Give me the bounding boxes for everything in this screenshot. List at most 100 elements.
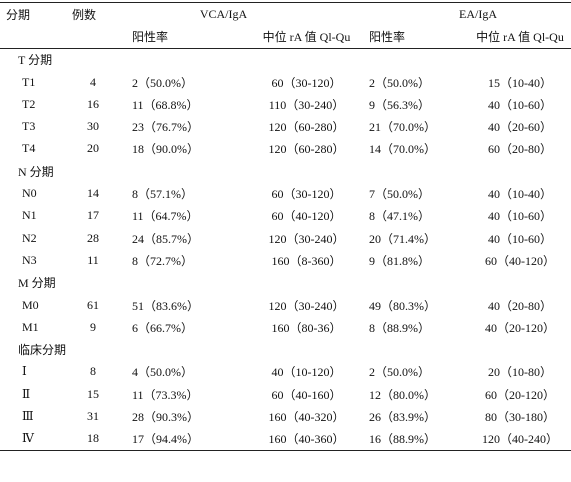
cell: T4: [22, 141, 36, 156]
cell: 28: [87, 230, 99, 245]
cell: 14（70.0%）: [369, 142, 436, 157]
header-cell: [0, 25, 64, 49]
cell: 9: [90, 319, 96, 334]
cell: 80（30-180）: [485, 409, 555, 424]
cell: 20: [87, 141, 99, 156]
data-row: N2 28 24（85.7%） 120（30-240） 20（71.4%） 40（10-6…: [0, 227, 571, 249]
cell: 120（30-240）: [268, 298, 345, 313]
cell: 60（20-120）: [485, 387, 555, 402]
cell: N0: [22, 186, 37, 201]
cell: 11（64.7%）: [132, 209, 199, 224]
cell: 15（10-40）: [488, 75, 552, 90]
cell: Ⅰ: [22, 364, 27, 379]
cell: 60（30-120）: [271, 187, 342, 202]
cell: 8（88.9%）: [369, 320, 430, 335]
data-row: T4 20 18（90.0%） 120（60-280） 14（70.0%） 60（20-8…: [0, 138, 571, 160]
cell: 28（90.3%）: [132, 409, 199, 424]
cell: 40（10-60）: [488, 209, 552, 224]
cell: 17: [87, 208, 99, 223]
cell: N2: [22, 230, 37, 245]
cell: 60（40-120）: [271, 209, 342, 224]
cell: 4（50.0%）: [132, 365, 193, 380]
cell: 60（30-120）: [271, 75, 342, 90]
cell: 51（83.6%）: [132, 298, 199, 313]
cell: 7（50.0%）: [369, 187, 430, 202]
cell: 23（76.7%）: [132, 120, 199, 135]
group-row: 临床分期: [0, 338, 571, 360]
header-row: 分期 例数 VCA/IgA EA/IgA: [0, 2, 571, 26]
group-label: N 分期: [18, 164, 54, 179]
header-cell: 分期: [0, 2, 64, 26]
cell: 20（10-80）: [488, 365, 552, 380]
cell: 61: [87, 297, 99, 312]
cell: 60（40-120）: [485, 253, 555, 268]
cell: Ⅳ: [0, 427, 64, 451]
cell: 17（94.4%）: [122, 427, 220, 451]
cell: 40（10-60）: [488, 97, 552, 112]
cell: T3: [22, 119, 36, 134]
cell: 9（81.8%）: [369, 253, 430, 268]
data-row: M0 61 51（83.6%） 120（30-240） 49（80.3%） 40（20-8…: [0, 294, 571, 316]
cell: 31: [87, 408, 99, 423]
cell: 8: [90, 364, 96, 379]
data-row: N1 17 11（64.7%） 60（40-120） 8（47.1%） 40（10-60）: [0, 205, 571, 227]
group-row: M 分期: [0, 272, 571, 294]
cell: 8（57.1%）: [132, 187, 193, 202]
data-row: T2 16 11（68.8%） 110（30-240） 9（56.3%） 40（10-60…: [0, 93, 571, 115]
cell: M0: [22, 297, 39, 312]
cell: Ⅱ: [22, 386, 31, 401]
header-cell: VCA/IgA: [122, 2, 365, 26]
cell: 40（20-80）: [488, 298, 552, 313]
cell: 110（30-240）: [268, 97, 345, 112]
cell: 11: [87, 252, 99, 267]
cell: M1: [22, 319, 39, 334]
cell: 2（50.0%）: [132, 75, 193, 90]
group-row: T 分期: [0, 48, 571, 71]
cell: 40（10-40）: [488, 187, 552, 202]
cell: 60（20-80）: [488, 142, 552, 157]
header-cell: [64, 25, 122, 49]
cell: 120（60-280）: [268, 142, 345, 157]
data-row: T3 30 23（76.7%） 120（60-280） 21（70.0%） 40（20-6…: [0, 115, 571, 137]
cell: 40（20-120）: [485, 320, 555, 335]
cell: 15: [87, 386, 99, 401]
cell: 120（60-280）: [268, 120, 345, 135]
data-row: N0 14 8（57.1%） 60（30-120） 7（50.0%） 40（10-40）: [0, 182, 571, 204]
cell: 60（40-160）: [271, 387, 342, 402]
header-cell: EA/IgA: [365, 2, 571, 26]
cell: N1: [22, 208, 37, 223]
group-label: 临床分期: [18, 343, 67, 358]
cell: 160（80-36）: [271, 320, 342, 335]
header-cell: 中位 rA 值 Ql-Qu: [455, 25, 571, 49]
cell: 160（40-320）: [268, 409, 345, 424]
data-row: M1 9 6（66.7%） 160（80-36） 8（88.9%） 40（20-120）: [0, 316, 571, 338]
cell: 16: [87, 96, 99, 111]
header-cell: 阳性率: [122, 25, 220, 49]
cell: 2（50.0%）: [369, 365, 430, 380]
data-table: 分期 例数 VCA/IgA EA/IgA 阳性率 中位 rA 值 Ql-Qu 阳…: [0, 2, 571, 451]
subheader-row: 阳性率 中位 rA 值 Ql-Qu 阳性率 中位 rA 值 Ql-Qu: [0, 25, 571, 49]
cell: 9（56.3%）: [369, 97, 430, 112]
cell: 160（8-360）: [271, 253, 342, 268]
cell: 24（85.7%）: [132, 231, 199, 246]
cell: 18（90.0%）: [132, 142, 199, 157]
data-row: Ⅱ 15 11（73.3%） 60（40-160） 12（80.0%） 60（20-120…: [0, 383, 571, 405]
group-row: N 分期: [0, 160, 571, 182]
header-cell: 阳性率: [365, 25, 455, 49]
cell: 11（68.8%）: [132, 97, 199, 112]
cell: 40（10-120）: [271, 365, 342, 380]
cell: 8（72.7%）: [132, 253, 193, 268]
data-row: N3 11 8（72.7%） 160（8-360） 9（81.8%） 60（40-120）: [0, 249, 571, 271]
header-cell: 例数: [64, 2, 122, 26]
cell: 120（30-240）: [268, 231, 345, 246]
cell: 11（73.3%）: [132, 387, 199, 402]
cell: 21（70.0%）: [369, 120, 436, 135]
cell: 20（71.4%）: [369, 231, 436, 246]
cell: 160（40-360）: [220, 427, 365, 451]
data-row: T1 4 2（50.0%） 60（30-120） 2（50.0%） 15（10-40）: [0, 71, 571, 93]
cell: 49（80.3%）: [369, 298, 436, 313]
data-row: Ⅰ 8 4（50.0%） 40（10-120） 2（50.0%） 20（10-80）: [0, 361, 571, 383]
cell: 18: [64, 427, 122, 451]
cell: T1: [22, 74, 36, 89]
